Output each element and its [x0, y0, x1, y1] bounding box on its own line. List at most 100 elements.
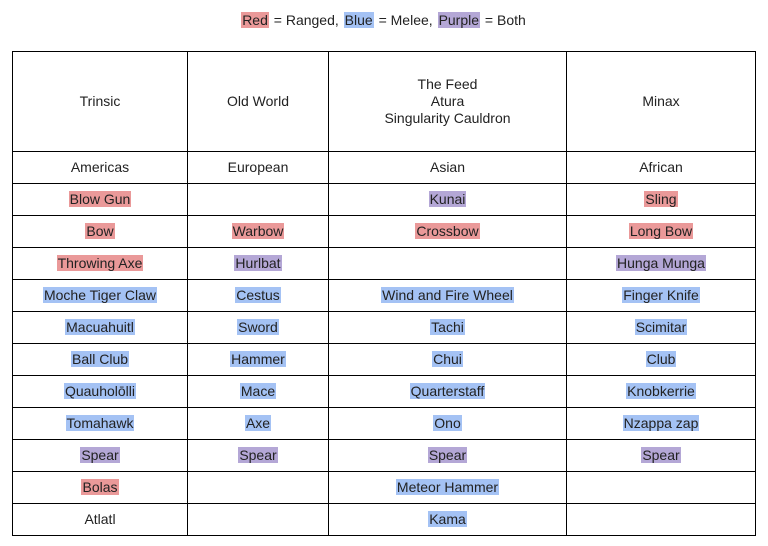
table-cell: Tomahawk	[12, 407, 188, 440]
weapon-name: Kunai	[428, 191, 467, 207]
column-header-line: Atura	[430, 93, 465, 109]
column-header: Minax	[566, 51, 756, 152]
table-cell: Hunga Munga	[566, 247, 756, 280]
weapon-name: Club	[645, 351, 677, 367]
weapon-name: Spear	[80, 447, 120, 463]
weapon-name: Scimitar	[634, 319, 688, 335]
table-cell: Tachi	[328, 311, 567, 344]
weapon-name: Spear	[238, 447, 278, 463]
column-header-line: Minax	[642, 93, 680, 109]
weapon-name: Cestus	[235, 287, 281, 303]
column-header-line: The Feed	[417, 76, 478, 92]
weapon-name: Ono	[433, 415, 462, 431]
table-row: Macuahuitl Sword Tachi Scimitar	[12, 311, 756, 344]
weapon-name: Blow Gun	[68, 191, 132, 207]
weapon-name: Spear	[641, 447, 681, 463]
table-cell: Quauholōlli	[12, 375, 188, 408]
table-cell: Scimitar	[566, 311, 756, 344]
table-cell: Quarterstaff	[328, 375, 567, 408]
table-cell	[566, 503, 756, 536]
weapon-name: Crossbow	[415, 223, 480, 239]
region-cell: Americas	[12, 151, 188, 184]
table-cell: Spear	[328, 439, 567, 472]
table-cell: Long Bow	[566, 215, 756, 248]
weapon-name: Meteor Hammer	[395, 479, 500, 495]
weapon-name: Spear	[427, 447, 468, 463]
legend-text: = Ranged,	[269, 12, 343, 28]
table-cell: Axe	[187, 407, 329, 440]
weapon-name: Tachi	[430, 319, 465, 335]
table-cell: Throwing Axe	[12, 247, 188, 280]
weapon-name: Throwing Axe	[56, 255, 144, 271]
table-cell: Wind and Fire Wheel	[328, 279, 567, 312]
table-row: Blow Gun Kunai Sling	[12, 183, 756, 216]
weapon-name: Chui	[432, 351, 463, 367]
table-cell	[328, 247, 567, 280]
header-row: Trinsic Old World The Feed Atura Singularity…	[12, 51, 756, 152]
table-cell: Spear	[566, 439, 756, 472]
table-cell: Nzappa zap	[566, 407, 756, 440]
weapon-name: Quauholōlli	[63, 383, 137, 399]
weapon-name: Macuahuitl	[65, 319, 135, 335]
table-cell: Warbow	[187, 215, 329, 248]
table-cell: Crossbow	[328, 215, 567, 248]
legend-red-key: Red	[241, 12, 269, 28]
table-cell: Hammer	[187, 343, 329, 376]
table-cell	[187, 183, 329, 216]
weapon-name: Wind and Fire Wheel	[381, 287, 514, 303]
table-row: Spear Spear Spear Spear	[12, 439, 756, 472]
table-cell: Finger Knife	[566, 279, 756, 312]
table-cell: Atlatl	[12, 503, 188, 536]
weapon-name: Moche Tiger Claw	[42, 287, 158, 303]
weapon-name: Sword	[237, 319, 279, 335]
table-cell: Ono	[328, 407, 567, 440]
weapon-name: Long Bow	[628, 223, 694, 239]
column-header: Old World	[187, 51, 329, 152]
weapon-name: Nzappa zap	[622, 415, 700, 431]
weapon-name: Tomahawk	[65, 415, 135, 431]
table-cell: Spear	[187, 439, 329, 472]
weapon-name: Hammer	[230, 351, 286, 367]
legend-text: = Both	[481, 12, 526, 28]
table-cell: Hurlbat	[187, 247, 329, 280]
table-cell: Knobkerrie	[566, 375, 756, 408]
weapon-name: Atlatl	[84, 511, 116, 527]
table-row: Bow Warbow Crossbow Long Bow	[12, 215, 756, 248]
table-cell: Macuahuitl	[12, 311, 188, 344]
table-cell: Club	[566, 343, 756, 376]
table-cell	[566, 471, 756, 504]
table-row: Tomahawk Axe Ono Nzappa zap	[12, 407, 756, 440]
table-cell: Spear	[12, 439, 188, 472]
table-cell: Sling	[566, 183, 756, 216]
column-header-line: Singularity Cauldron	[384, 110, 511, 126]
table-cell: Bow	[12, 215, 188, 248]
weapon-name: Hurlbat	[234, 255, 282, 271]
table-cell: Mace	[187, 375, 329, 408]
table-row: Quauholōlli Mace Quarterstaff Knobkerrie	[12, 375, 756, 408]
weapon-name: Knobkerrie	[626, 383, 696, 399]
legend-purple-key: Purple	[437, 12, 481, 28]
column-header: The Feed Atura Singularity Cauldron	[328, 51, 567, 152]
table-row: Moche Tiger Claw Cestus Wind and Fire Whee…	[12, 279, 756, 312]
region-cell: European	[187, 151, 329, 184]
table-cell: Kunai	[328, 183, 567, 216]
weapon-name: Quarterstaff	[409, 383, 486, 399]
table-row: Ball Club Hammer Chui Club	[12, 343, 756, 376]
weapon-name: Hunga Munga	[616, 255, 706, 271]
legend: Red = Ranged, Blue = Melee, Purple = Bot…	[0, 12, 768, 28]
column-header-line: Old World	[227, 93, 289, 109]
region-cell: Asian	[328, 151, 567, 184]
weapon-name: Warbow	[231, 223, 285, 239]
weapon-name: Kama	[428, 511, 467, 527]
column-header-line: Trinsic	[79, 93, 121, 109]
weapon-name: Bow	[85, 223, 115, 239]
column-header: Trinsic	[12, 51, 188, 152]
legend-blue-key: Blue	[343, 12, 374, 28]
table-cell: Blow Gun	[12, 183, 188, 216]
weapon-name: Bolas	[81, 479, 119, 495]
weapon-name: Finger Knife	[622, 287, 700, 303]
weapon-name: Axe	[244, 415, 272, 431]
table-cell: Ball Club	[12, 343, 188, 376]
region-cell: African	[566, 151, 756, 184]
weapons-table: Trinsic Old World The Feed Atura Singularity…	[12, 51, 756, 536]
